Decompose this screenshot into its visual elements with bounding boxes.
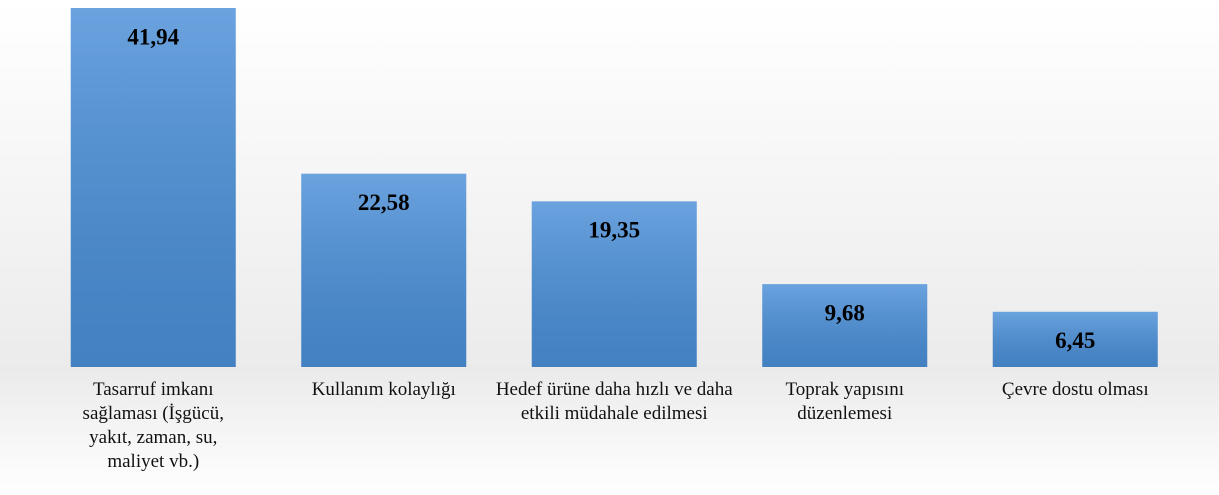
value-label: 22,58 <box>358 190 410 215</box>
category-label: Tasarruf imkanı sağlaması (İşgücü, yakıt… <box>82 379 224 472</box>
bar-sheen <box>70 8 236 367</box>
value-label: 19,35 <box>588 218 640 243</box>
bar-sheen <box>762 284 928 367</box>
bar-sheen <box>531 201 697 367</box>
bar-sheen <box>301 173 467 367</box>
category-label: Kullanım kolaylığı <box>311 379 456 400</box>
category-label: Toprak yapısını düzenlemesi <box>785 379 904 424</box>
category-label: Çevre dostu olması <box>1001 379 1149 400</box>
value-label: 9,68 <box>825 300 865 325</box>
bar-sheen <box>992 311 1158 367</box>
category-label: Hedef ürüne daha hızlı ve daha etkili mü… <box>495 379 733 424</box>
value-label: 41,94 <box>127 24 179 49</box>
value-label: 6,45 <box>1055 328 1095 353</box>
